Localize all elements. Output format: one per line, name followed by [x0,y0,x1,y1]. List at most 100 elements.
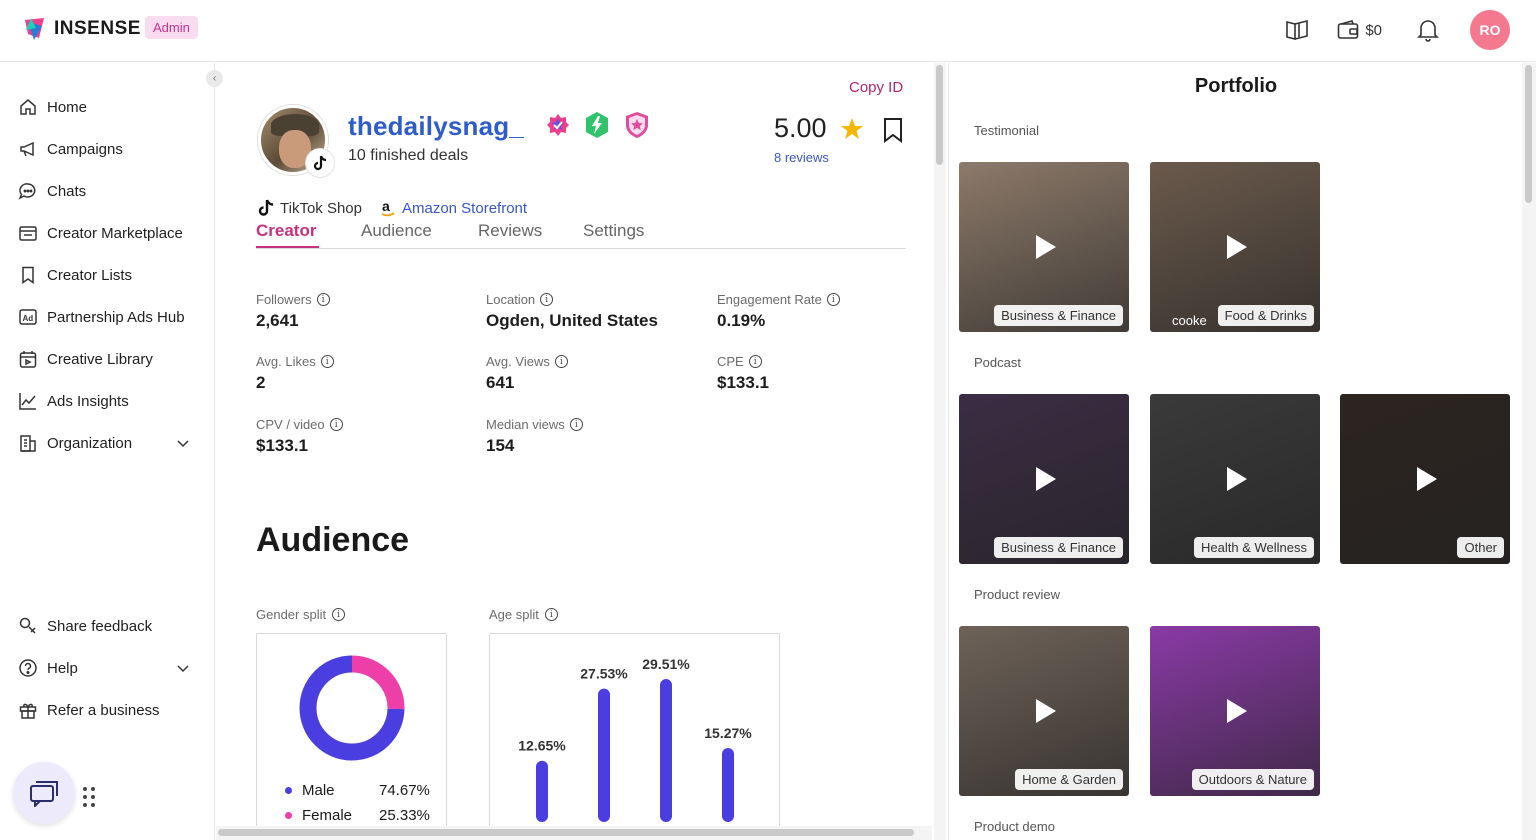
portfolio-video[interactable]: Health & Wellness [1150,394,1320,564]
reviews-link[interactable]: 8 reviews [774,150,829,165]
age-split-chart: 12.65% 27.53% 29.51% 15.27% [489,633,780,840]
sidebar-item-refer-a-business[interactable]: Refer a business [18,696,198,724]
sidebar-item-campaigns[interactable]: Campaigns [18,135,198,163]
sidebar-item-home[interactable]: Home [18,93,198,121]
legend-male: Male 74.67% [285,782,435,799]
info-icon[interactable]: i [540,293,554,306]
scrollbar-thumb[interactable] [218,829,914,836]
category-tag: Food & Drinks [1217,305,1314,326]
stat-label: CPE [717,354,744,369]
bookmark-icon [22,266,34,284]
chevron-down-icon [177,440,189,448]
info-icon[interactable]: i [554,355,568,368]
stat-median-views: Median views i 154 [486,417,686,456]
feedback-icon [19,617,36,634]
wallet-balance[interactable]: $0 [1337,20,1382,40]
info-icon[interactable]: i [748,355,762,368]
star-icon [841,118,863,139]
amazon-storefront-label: Amazon Storefront [401,199,528,217]
portfolio-video[interactable]: Home & Garden [959,626,1129,796]
tab-reviews[interactable]: Reviews [478,221,543,240]
guide-book-icon[interactable] [1277,10,1317,50]
scrollbar-thumb[interactable] [936,65,943,165]
tab-settings[interactable]: Settings [583,221,645,240]
user-avatar[interactable]: RO [1470,10,1510,50]
gender-split-text: Gender split [256,607,327,622]
sidebar-item-creator-lists[interactable]: Creator Lists [18,261,198,289]
sidebar-item-creative-library[interactable]: Creative Library [18,345,198,373]
male-slice [299,655,405,761]
sidebar-item-ads-insights[interactable]: Ads Insights [18,387,198,415]
age-bar-chart: 12.65% 27.53% 29.51% 15.27% [518,656,752,822]
portfolio-panel: Portfolio Testimonial Business & Finance… [948,63,1522,840]
play-icon [1417,467,1437,491]
copy-id-button[interactable]: Copy ID [849,79,904,96]
insense-logo[interactable]: INSENSE [22,16,141,42]
category-tag: Other [1457,537,1504,558]
notifications-bell-icon[interactable] [1408,10,1448,50]
sidebar-item-label: Creator Lists [47,266,133,284]
tiktok-shop-link[interactable]: TikTok Shop [258,199,362,217]
play-icon [1227,699,1247,723]
sidebar-item-label: Share feedback [47,617,153,635]
portfolio-scrollbar[interactable] [1522,63,1536,840]
profile-tabs: Creator Audience Reviews Settings [256,221,906,249]
sidebar-item-partnership-ads-hub[interactable]: Ad Partnership Ads Hub [18,303,198,331]
female-legend-dot [285,812,292,819]
sidebar-item-share-feedback[interactable]: Share feedback [18,612,198,640]
stat-value: $133.1 [256,436,308,455]
scrollbar-thumb[interactable] [1525,65,1532,203]
profile-scrollbar[interactable] [934,63,946,840]
tiktok-icon [258,199,274,216]
info-icon[interactable]: i [826,293,840,306]
bookmark-creator-icon[interactable] [882,117,904,143]
chevron-down-icon [177,665,189,673]
portfolio-video[interactable]: Business & Finance [959,394,1129,564]
play-icon [1227,235,1247,259]
category-tag: Health & Wellness [1194,537,1314,558]
sidebar-item-help[interactable]: Help [18,654,198,682]
age-bar [536,760,548,822]
legend-female: Female 25.33% [285,807,435,824]
wallet-amount: $0 [1365,21,1382,39]
building-icon [20,435,36,452]
sidebar-item-chats[interactable]: Chats [18,177,198,205]
stat-followers: Followers i 2,641 [256,292,456,331]
portfolio-video[interactable]: cooke Food & Drinks [1150,162,1320,332]
support-chat-button[interactable] [13,762,75,824]
stat-value: $133.1 [717,373,769,392]
portfolio-video[interactable]: Outdoors & Nature [1150,626,1320,796]
tab-creator[interactable]: Creator [256,221,317,240]
stat-engagement-rate: Engagement Rate i 0.19% [717,292,917,331]
legend-label: Female [302,807,353,824]
collapse-sidebar-button[interactable]: ‹ [206,70,223,87]
section-podcast: Podcast [974,355,1021,370]
rating-value: 5.00 [774,113,827,143]
sidebar-item-creator-marketplace[interactable]: Creator Marketplace [18,219,198,247]
portfolio-title: Portfolio [1194,75,1278,97]
stat-value: 0.19% [717,311,766,330]
chart-line-icon [19,393,36,410]
chat-bubble-icon [18,183,36,200]
info-icon[interactable]: i [320,355,334,368]
stat-label: Location [486,292,536,307]
admin-badge: Admin [145,16,198,39]
info-icon[interactable]: i [569,418,583,431]
info-icon[interactable]: i [544,608,558,621]
tab-audience[interactable]: Audience [361,221,432,240]
calendar-icon [19,351,37,368]
info-icon[interactable]: i [316,293,330,306]
info-icon[interactable]: i [332,608,346,621]
category-tag: Home & Garden [1015,769,1123,790]
info-icon[interactable]: i [329,418,343,431]
sidebar-item-organization[interactable]: Organization [18,429,198,457]
chat-icon [30,781,58,807]
portfolio-video[interactable]: Other [1340,394,1510,564]
portfolio-video[interactable]: Business & Finance [959,162,1129,332]
legend-value: 74.67% [379,782,430,799]
horizontal-scrollbar[interactable] [216,826,932,840]
stat-label: Followers [256,292,312,307]
creator-profile-panel: Copy ID thedailysnag_ 10 finished deals … [216,63,932,840]
drag-handle-icon[interactable] [82,786,96,813]
amazon-storefront-link[interactable]: a Amazon Storefront [380,199,527,217]
